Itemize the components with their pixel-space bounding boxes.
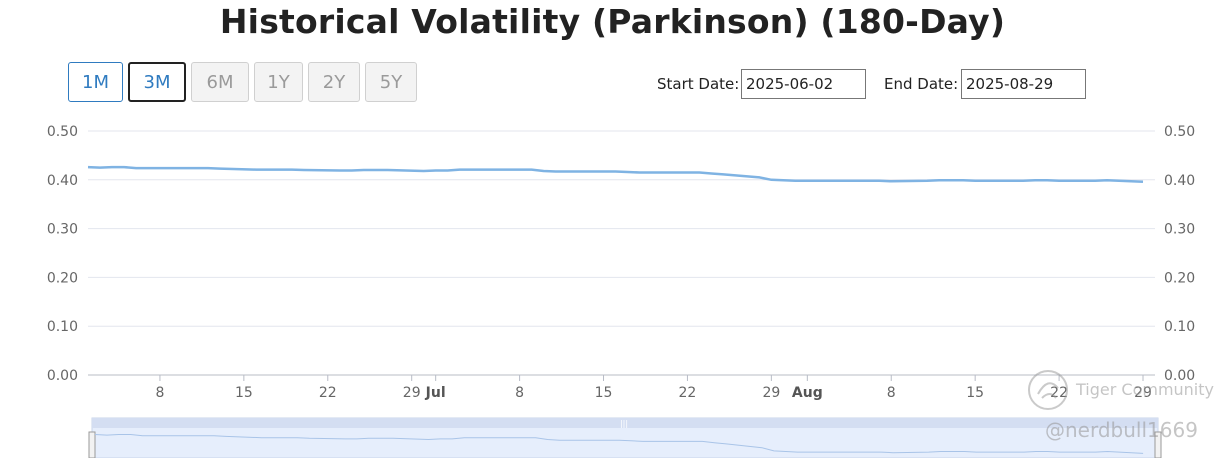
navigator[interactable]: ||| (88, 417, 1162, 458)
y-tick-label-right: 0.50 (1164, 124, 1195, 140)
y-axis-left: 0.00 0.10 0.20 0.30 0.40 0.50 (47, 124, 78, 384)
x-tick-label: 8 (155, 385, 164, 401)
x-tick-label: 22 (679, 385, 697, 401)
y-tick-label-right: 0.30 (1164, 222, 1195, 238)
x-tick-label: 8 (515, 385, 524, 401)
navigator-scrollbar[interactable] (92, 418, 1158, 428)
y-tick-label-right: 0.20 (1164, 270, 1195, 286)
y-tick-label-left: 0.50 (47, 124, 78, 140)
y-tick-label-left: 0.20 (47, 270, 78, 286)
x-tick-label: 29 (403, 385, 421, 401)
x-tick-label: 8 (887, 385, 896, 401)
range-button-3m[interactable]: 3M (128, 62, 186, 102)
x-axis: 8 15 22 29 Jul 8 15 22 29 Aug 8 15 22 29 (155, 375, 1152, 401)
scroll-grip-icon[interactable]: ||| (620, 419, 628, 428)
x-tick-label: 29 (1134, 385, 1152, 401)
y-axis-right: 0.00 0.10 0.20 0.30 0.40 0.50 (1164, 124, 1195, 384)
x-tick-label: 15 (966, 385, 984, 401)
chart-title: Historical Volatility (Parkinson) (180-D… (219, 2, 1006, 41)
navigator-series-line (94, 434, 1144, 454)
y-tick-label-right: 0.10 (1164, 319, 1195, 335)
navigator-handle-left[interactable] (88, 431, 96, 458)
x-tick-label: Jul (425, 385, 446, 401)
watermark-brand: Tiger Community (1076, 380, 1214, 399)
y-tick-label-right: 0.00 (1164, 368, 1195, 384)
start-date-label: Start Date: (657, 75, 740, 93)
watermark-user: @nerdbull1669 (1045, 418, 1198, 442)
x-tick-label: Aug (792, 385, 823, 401)
start-date-input[interactable] (741, 69, 866, 99)
range-button-1y[interactable]: 1Y (254, 62, 303, 102)
x-tick-label: 15 (595, 385, 613, 401)
range-button-6m[interactable]: 6M (191, 62, 249, 102)
range-button-5y[interactable]: 5Y (365, 62, 417, 102)
y-tick-label-right: 0.40 (1164, 173, 1195, 189)
range-button-1m[interactable]: 1M (68, 62, 123, 102)
x-tick-label: 22 (319, 385, 337, 401)
x-tick-label: 15 (235, 385, 253, 401)
y-tick-label-left: 0.10 (47, 319, 78, 335)
end-date-label: End Date: (884, 75, 959, 93)
series-line (87, 165, 1144, 184)
y-tick-label-left: 0.40 (47, 173, 78, 189)
y-tick-label-left: 0.30 (47, 222, 78, 238)
range-button-2y[interactable]: 2Y (308, 62, 360, 102)
y-tick-label-left: 0.00 (47, 368, 78, 384)
tiger-logo-icon (1028, 370, 1068, 410)
navigator-handle-right[interactable] (1154, 431, 1162, 458)
grid-lines (88, 130, 1155, 376)
end-date-input[interactable] (961, 69, 1086, 99)
x-tick-label: 29 (762, 385, 780, 401)
